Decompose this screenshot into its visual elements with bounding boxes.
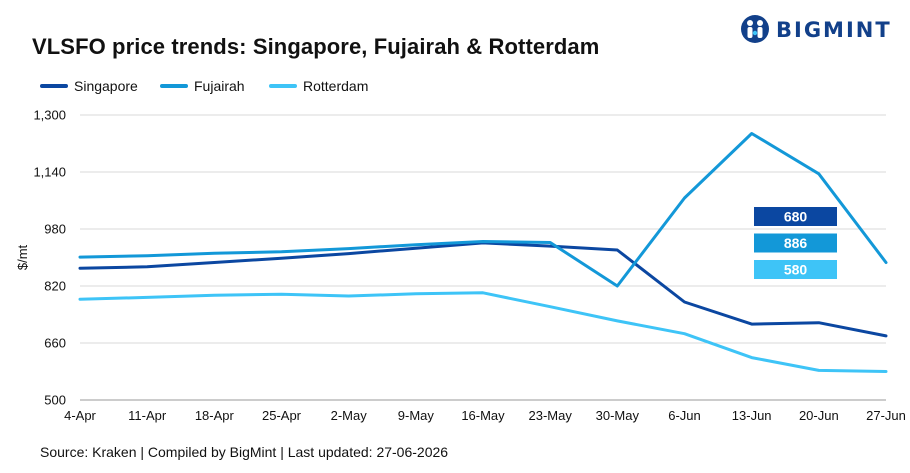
value-labels: 680 886 580 <box>754 207 837 279</box>
legend-label-rotterdam: Rotterdam <box>303 78 369 94</box>
legend-swatch-singapore <box>40 84 68 88</box>
series-lines <box>78 132 888 373</box>
axes: 500 660 820 980 1,140 1,300 $/mt 4-Apr 11-Apr 18-… <box>15 108 906 424</box>
x-tick-label: 27-Jun <box>866 408 906 423</box>
x-tick-label: 11-Apr <box>128 408 167 423</box>
legend-label-fujairah: Fujairah <box>194 78 245 94</box>
source-note: Source: Kraken | Compiled by BigMint | L… <box>40 444 449 460</box>
value-box-rotterdam <box>754 260 837 279</box>
series-line-singapore <box>78 241 888 338</box>
x-tick-label: 6-Jun <box>668 408 701 423</box>
x-tick-label: 4-Apr <box>64 408 96 423</box>
y-tick-label: 820 <box>44 279 66 294</box>
series-line-rotterdam <box>78 291 888 373</box>
legend-label-singapore: Singapore <box>74 78 138 94</box>
x-tick-label: 23-May <box>528 408 572 423</box>
value-box-fujairah <box>754 233 837 253</box>
chart-title: VLSFO price trends: Singapore, Fujairah … <box>32 34 600 59</box>
value-box-singapore <box>754 207 837 226</box>
x-tick-label: 25-Apr <box>262 408 302 423</box>
logo-text: BIGMINT <box>776 18 892 42</box>
x-tick-label: 16-May <box>461 408 505 423</box>
bigmint-logo: BIGMINT <box>740 14 900 48</box>
x-tick-label: 30-May <box>596 408 640 423</box>
y-tick-label: 660 <box>44 336 66 351</box>
y-tick-label: 500 <box>44 393 66 408</box>
value-box-label-fujairah: 886 <box>784 235 808 251</box>
value-box-label-rotterdam: 580 <box>784 262 808 278</box>
bigmint-people-icon <box>741 15 769 43</box>
value-box-label-singapore: 680 <box>784 209 808 225</box>
y-tick-label: 980 <box>44 222 66 237</box>
x-tick-label: 13-Jun <box>732 408 772 423</box>
x-tick-label: 2-May <box>331 408 368 423</box>
x-tick-label: 9-May <box>398 408 435 423</box>
gridlines <box>80 114 886 401</box>
y-tick-label: 1,300 <box>33 108 66 123</box>
legend-swatch-fujairah <box>160 84 188 88</box>
x-tick-label: 20-Jun <box>799 408 839 423</box>
series-line-fujairah <box>78 132 888 288</box>
x-tick-label: 18-Apr <box>195 408 235 423</box>
legend-swatch-rotterdam <box>269 84 297 88</box>
y-tick-label: 1,140 <box>33 165 66 180</box>
y-axis-title: $/mt <box>15 244 30 270</box>
